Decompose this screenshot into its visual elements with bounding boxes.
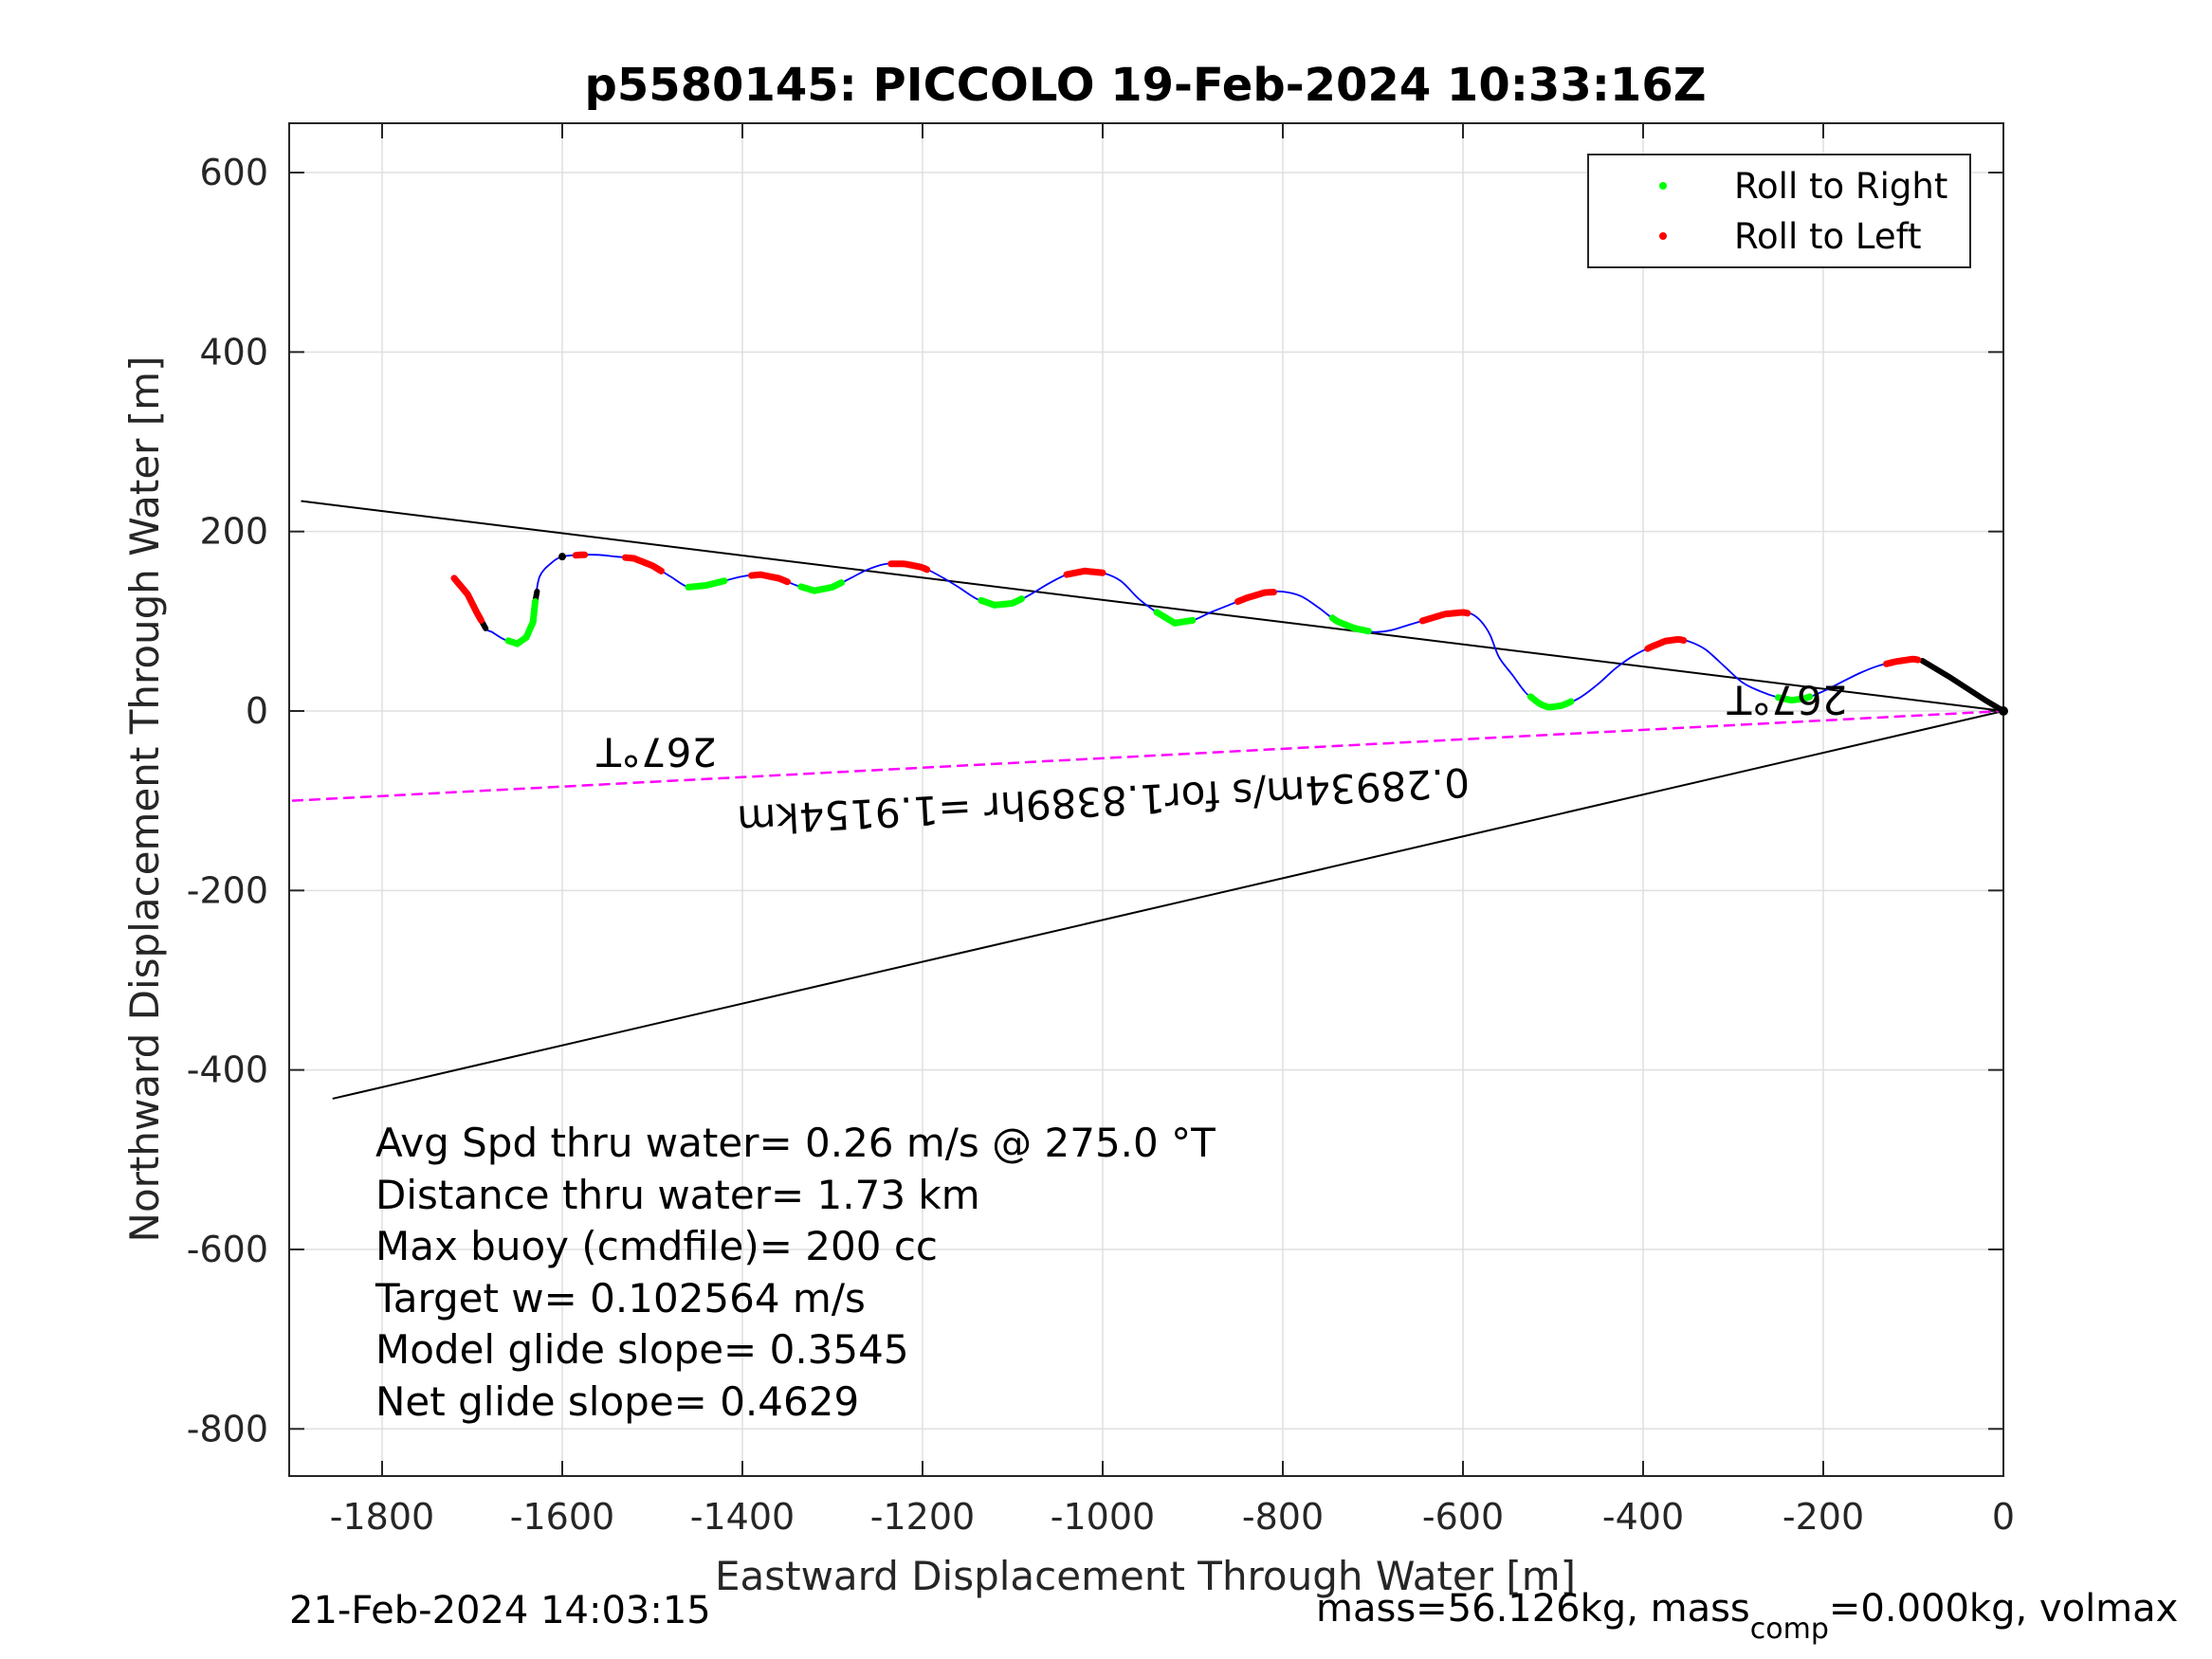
chart-title: p5580145: PICCOLO 19-Feb-2024 10:33:16Z	[584, 59, 1706, 112]
roll-left-marker	[748, 571, 791, 586]
x-tick-label: -400	[1602, 1496, 1684, 1538]
x-tick-label: -600	[1422, 1496, 1504, 1538]
x-axis-label: Eastward Displacement Through Water [m]	[715, 1553, 1576, 1599]
reference-line-depth-average-current	[291, 709, 2004, 802]
roll-left-marker	[1883, 655, 1922, 667]
y-tick-label: 600	[199, 152, 268, 193]
x-tick-label: -1400	[690, 1496, 795, 1538]
roll-markers	[450, 551, 1922, 711]
roll-left-marker	[450, 574, 484, 624]
legend: Roll to Right Roll to Left	[1587, 154, 1971, 268]
x-tick-label: -800	[1242, 1496, 1324, 1538]
roll-left-marker	[887, 560, 931, 574]
reference-lines	[291, 500, 2004, 1100]
stats-block: Avg Spd thru water= 0.26 m/s @ 275.0 °T …	[375, 1120, 1216, 1425]
y-tick-label: -200	[187, 869, 268, 911]
footer-mass-text: mass=56.126kg, mass	[1316, 1587, 1750, 1631]
stat-distance: Distance thru water= 1.73 km	[375, 1172, 980, 1218]
roll-right-marker	[1328, 614, 1372, 635]
roll-right-marker	[504, 598, 539, 647]
legend-marker-roll-left	[1659, 232, 1667, 240]
x-tick-label: -1600	[510, 1496, 614, 1538]
reference-line-upper-bound	[301, 500, 2004, 712]
roll-right-marker	[797, 579, 845, 594]
roll-left-marker	[1234, 589, 1277, 606]
legend-marker-roll-right	[1659, 182, 1667, 190]
plot-area	[288, 122, 2004, 1477]
origin-marker	[1999, 706, 2008, 716]
stat-target-w: Target w= 0.102564 m/s	[375, 1275, 866, 1322]
roll-left-marker	[1418, 609, 1472, 625]
y-tick-label: 400	[199, 331, 268, 373]
footer-timestamp: 21-Feb-2024 14:03:15	[289, 1589, 711, 1632]
legend-label-roll-left: Roll to Left	[1734, 216, 1922, 257]
x-tick-label: -1000	[1051, 1496, 1155, 1538]
footer-mass-text-rest: =0.000kg, volmax	[1829, 1587, 2178, 1631]
roll-right-marker	[685, 577, 728, 591]
legend-box	[1587, 154, 1971, 268]
axis-ticks: -1800 -1600 -1400 -1200 -1000 -800 -600 -400 -20…	[187, 123, 2015, 1538]
heading-annotation: 267°T	[596, 728, 717, 775]
roll-right-marker	[978, 595, 1025, 609]
y-tick-label: -600	[187, 1229, 268, 1270]
heading-annotation: 267°T	[1727, 676, 1847, 722]
x-tick-label: 0	[1992, 1496, 2015, 1538]
y-tick-label: -800	[187, 1408, 268, 1449]
track-point-marker	[558, 553, 566, 561]
stat-net-glide-slope: Net glide slope= 0.4629	[375, 1378, 859, 1425]
stat-avg-speed: Avg Spd thru water= 0.26 m/s @ 275.0 °T	[375, 1120, 1216, 1166]
footer-mass-info: mass=56.126kg, masscomp=0.000kg, volmax	[1316, 1587, 2178, 1646]
x-tick-label: -1200	[870, 1496, 975, 1538]
y-tick-label: 0	[246, 690, 268, 732]
y-tick-label: -400	[187, 1049, 268, 1091]
surface-segment-end	[1919, 657, 2006, 714]
roll-right-marker	[1775, 693, 1814, 704]
roll-left-marker	[1644, 635, 1688, 652]
roll-right-marker	[1153, 609, 1197, 627]
roll-right-marker	[1526, 693, 1575, 711]
stat-model-glide-slope: Model glide slope= 0.3545	[375, 1326, 909, 1373]
y-axis-label: Northward Displacement Through Water [m]	[121, 356, 168, 1243]
roll-left-marker	[1063, 567, 1106, 578]
footer-mass-subscript: comp	[1750, 1613, 1829, 1646]
y-tick-label: 200	[199, 511, 268, 553]
x-tick-label: -200	[1782, 1496, 1864, 1538]
roll-left-marker	[622, 554, 665, 574]
x-tick-label: -1800	[330, 1496, 434, 1538]
stat-max-buoy: Max buoy (cmdfile)= 200 cc	[375, 1223, 938, 1269]
reference-line-lower-bound	[332, 710, 2004, 1100]
legend-label-roll-right: Roll to Right	[1734, 166, 1947, 207]
